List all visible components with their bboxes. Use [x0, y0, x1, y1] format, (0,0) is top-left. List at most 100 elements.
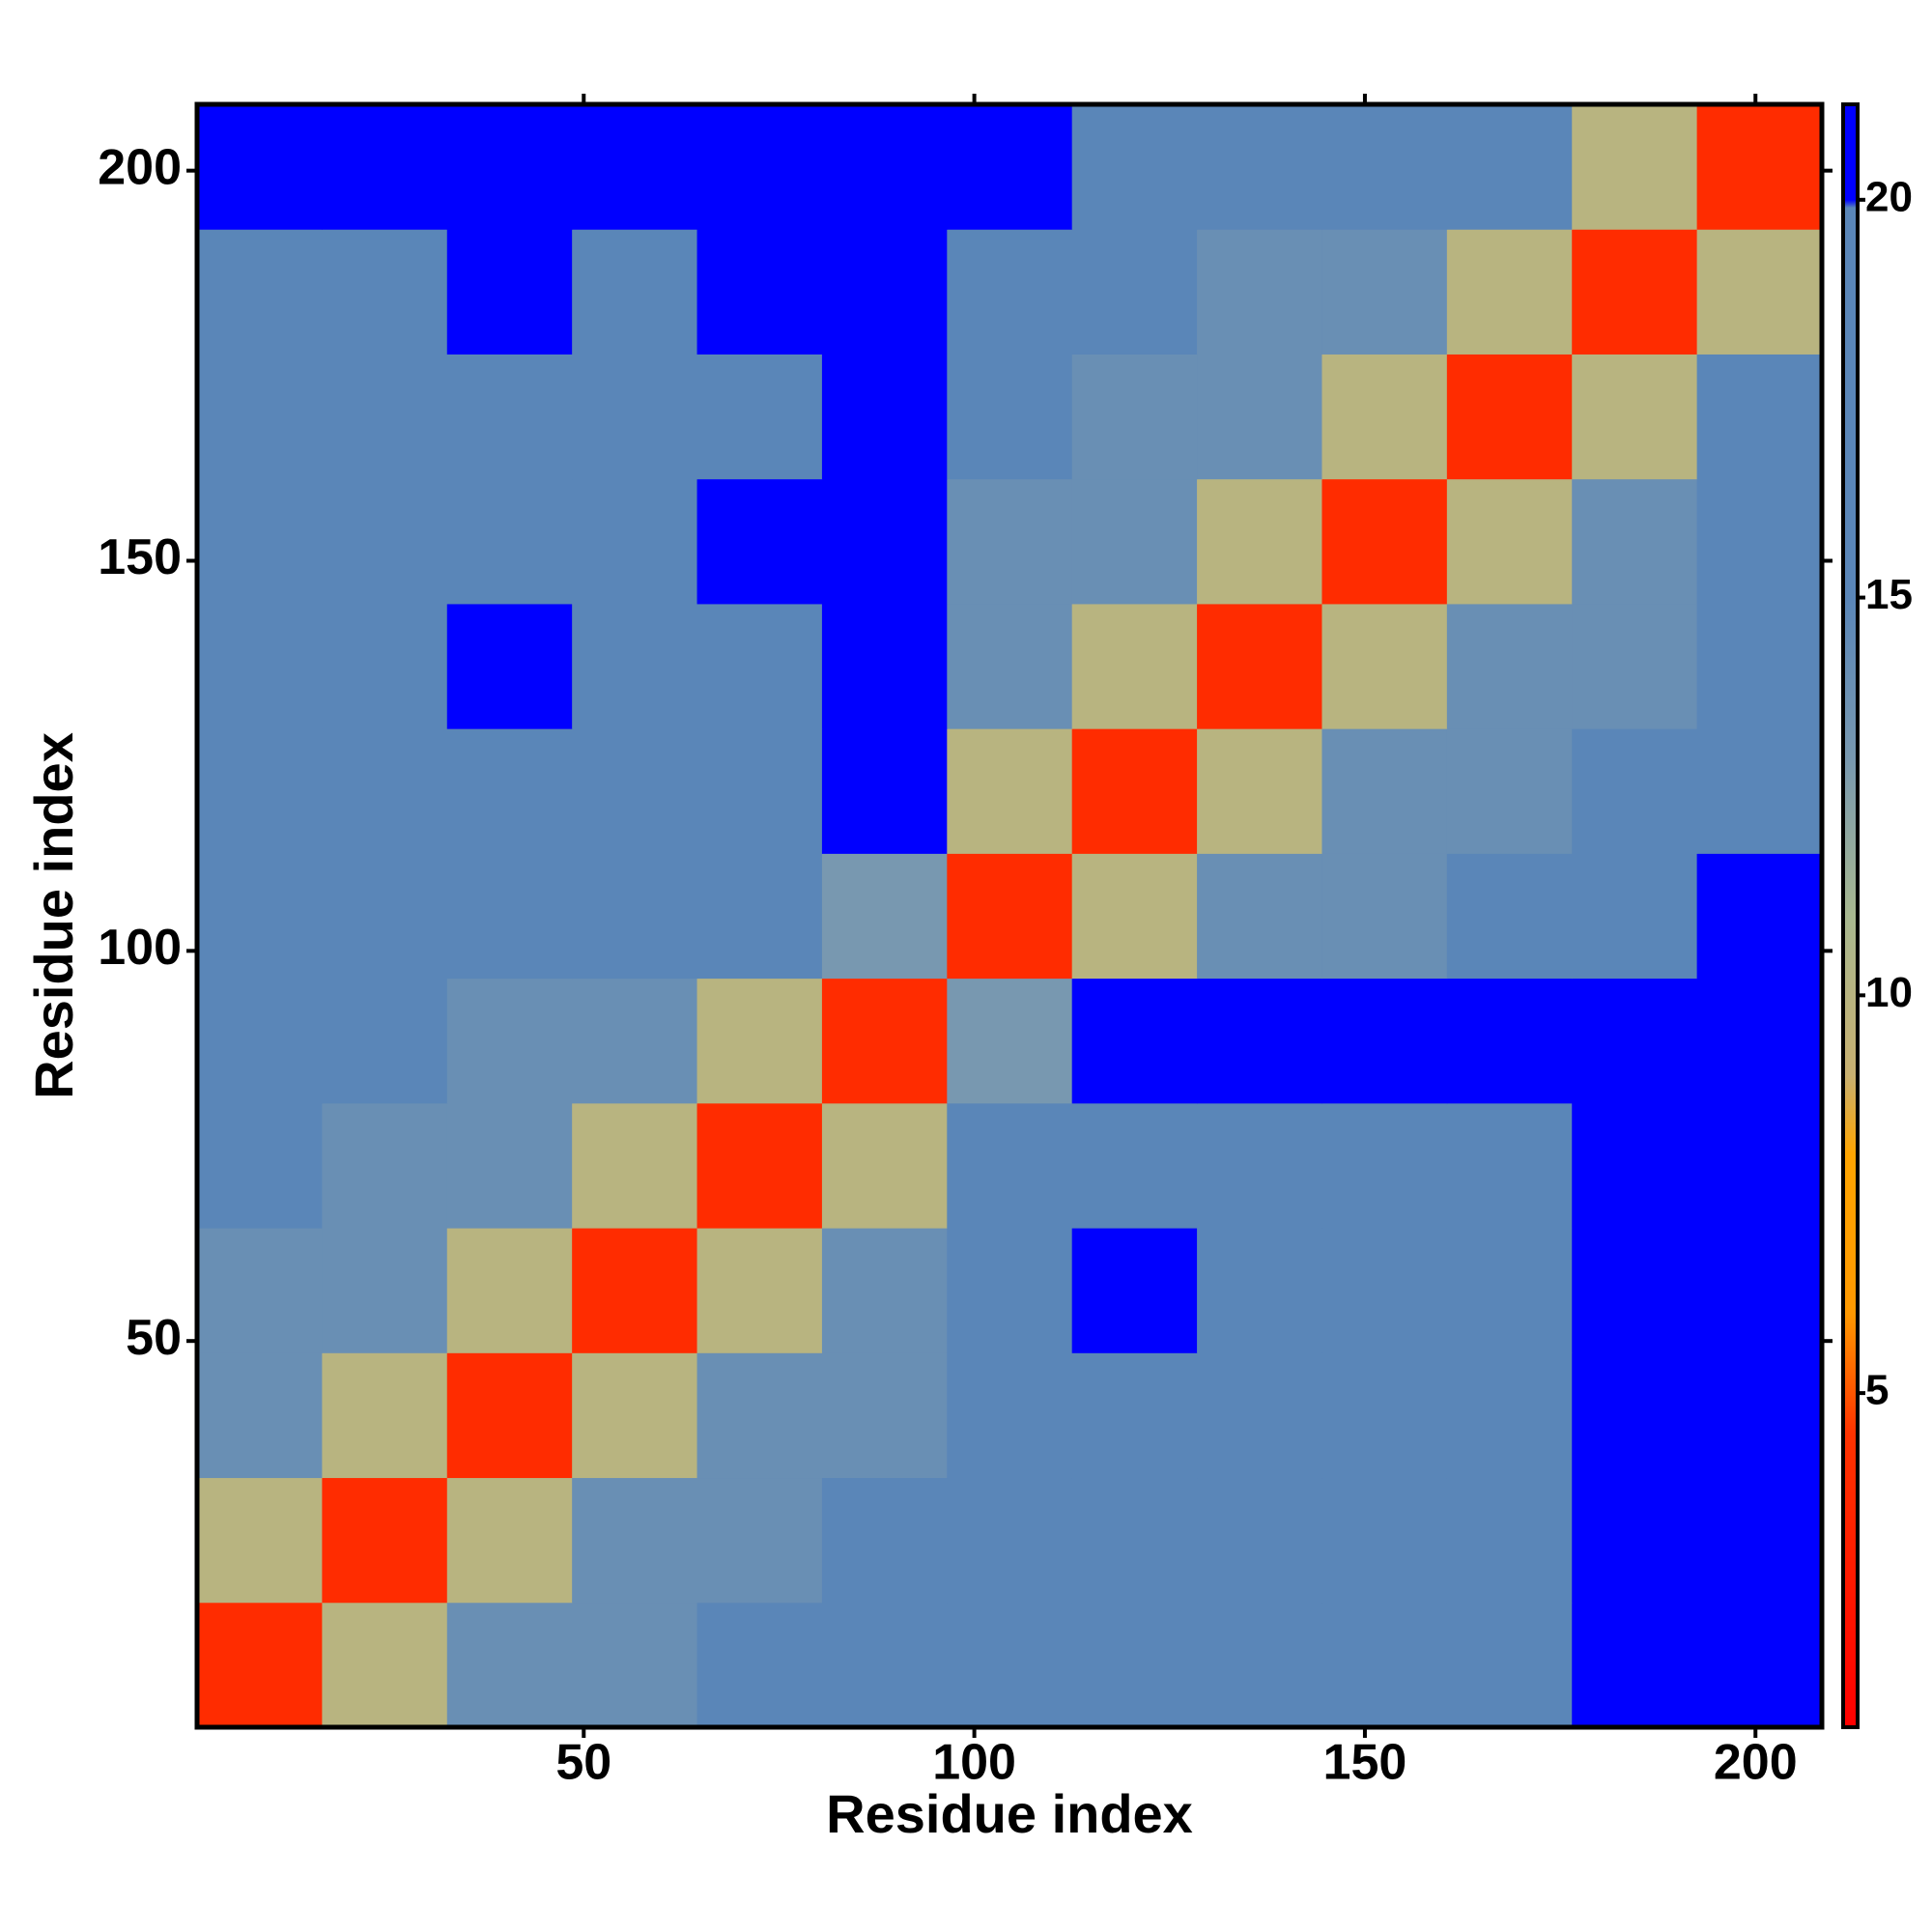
heatmap-cell: [322, 978, 448, 1104]
heatmap-cell: [1197, 603, 1322, 729]
heatmap-cell: [1696, 978, 1823, 1104]
heatmap-cell: [1321, 104, 1448, 230]
heatmap-cell: [696, 229, 823, 355]
heatmap-cell: [197, 853, 323, 980]
heatmap-cell: [1197, 728, 1322, 854]
heatmap-cell: [1696, 1352, 1823, 1479]
heatmap-cell: [1696, 354, 1823, 480]
heatmap-cell: [1572, 1602, 1698, 1728]
heatmap-cell: [446, 1352, 573, 1479]
heatmap-cell: [446, 728, 573, 854]
heatmap-cell: [696, 1352, 823, 1479]
heatmap-cell: [446, 603, 573, 729]
heatmap-cell: [197, 478, 323, 605]
heatmap-cell: [572, 1102, 698, 1229]
heatmap-cell: [1446, 853, 1573, 980]
heatmap-cell: [446, 354, 573, 480]
heatmap-cell: [446, 1602, 573, 1728]
heatmap-cell: [1197, 1602, 1322, 1728]
colorbar-tick-label: 5: [1865, 1367, 1889, 1414]
heatmap-cell: [446, 229, 573, 355]
heatmap-cell: [572, 1352, 698, 1479]
heatmap-cell: [1071, 853, 1198, 980]
heatmap-cell: [322, 104, 448, 230]
heatmap-cell: [1321, 1602, 1448, 1728]
heatmap-cell: [821, 853, 948, 980]
axes: 50 100 150 200 50 100 150 200 5 10 15 20: [98, 94, 1913, 1791]
heatmap-cell: [947, 978, 1073, 1104]
heatmap-cell: [572, 853, 698, 980]
heatmap-cell: [197, 1602, 323, 1728]
heatmap-cell: [1321, 354, 1448, 480]
heatmap-cell: [821, 978, 948, 1104]
heatmap-cell: [1696, 1228, 1823, 1353]
heatmap-cell: [572, 1228, 698, 1353]
heatmap-cell: [1071, 354, 1198, 480]
heatmap-cell: [197, 354, 323, 480]
heatmap-cell: [696, 978, 823, 1104]
heatmap-cell: [1446, 728, 1573, 854]
heatmap-cell: [446, 104, 573, 230]
heatmap-cell: [1696, 728, 1823, 854]
heatmap-cell: [1321, 478, 1448, 605]
heatmap-cell: [947, 853, 1073, 980]
heatmap-cell: [1446, 1477, 1573, 1604]
heatmap-cell: [1071, 478, 1198, 605]
heatmap-cell: [821, 1477, 948, 1604]
heatmap-cell: [1321, 728, 1448, 854]
heatmap-cell: [197, 1352, 323, 1479]
heatmap-cell: [322, 354, 448, 480]
heatmap-cell: [1446, 603, 1573, 729]
heatmap-cell: [696, 1102, 823, 1229]
heatmap-cell: [821, 1228, 948, 1353]
heatmap-cell: [572, 1477, 698, 1604]
heatmap-cell: [1197, 478, 1322, 605]
heatmap-cell: [446, 478, 573, 605]
heatmap-cell: [1321, 1102, 1448, 1229]
heatmap-cell: [1071, 1228, 1198, 1353]
heatmap-cell: [1446, 229, 1573, 355]
heatmap-cell: [1197, 354, 1322, 480]
heatmap-cell: [821, 1602, 948, 1728]
heatmap-cell: [446, 1102, 573, 1229]
heatmap-cell: [322, 1352, 448, 1479]
heatmap-cell: [1197, 978, 1322, 1104]
heatmap-cell: [821, 229, 948, 355]
heatmap-cell: [1696, 229, 1823, 355]
heatmap-cell: [197, 104, 323, 230]
heatmap-cell: [696, 1602, 823, 1728]
heatmap-cell: [1696, 1102, 1823, 1229]
y-tick-label: 150: [98, 529, 182, 585]
heatmap-cell: [322, 1602, 448, 1728]
heatmap-cell: [1197, 1352, 1322, 1479]
heatmap-cell: [197, 1477, 323, 1604]
heatmap-cell: [1321, 229, 1448, 355]
heatmap-cell: [947, 229, 1073, 355]
heatmap-cell: [1446, 1228, 1573, 1353]
heatmap-cell: [1321, 1477, 1448, 1604]
heatmap-cell: [1071, 603, 1198, 729]
x-tick-label: 150: [1323, 1735, 1407, 1791]
heatmap-cell: [1446, 478, 1573, 605]
heatmap: [197, 104, 1823, 1728]
heatmap-cell: [572, 603, 698, 729]
heatmap-cell: [446, 1477, 573, 1604]
heatmap-cell: [1572, 728, 1698, 854]
heatmap-cell: [1071, 1352, 1198, 1479]
heatmap-cell: [322, 728, 448, 854]
heatmap-cell: [1446, 1352, 1573, 1479]
heatmap-cell: [1696, 1477, 1823, 1604]
heatmap-cell: [1321, 978, 1448, 1104]
heatmap-cell: [947, 1102, 1073, 1229]
heatmap-cell: [322, 229, 448, 355]
heatmap-cell: [572, 478, 698, 605]
heatmap-cell: [197, 978, 323, 1104]
heatmap-cell: [696, 478, 823, 605]
heatmap-cell: [696, 603, 823, 729]
heatmap-cell: [197, 229, 323, 355]
heatmap-cell: [1572, 104, 1698, 230]
heatmap-cell: [947, 1228, 1073, 1353]
heatmap-cell: [446, 853, 573, 980]
plot-frame: [194, 101, 1825, 1730]
heatmap-cell: [572, 354, 698, 480]
